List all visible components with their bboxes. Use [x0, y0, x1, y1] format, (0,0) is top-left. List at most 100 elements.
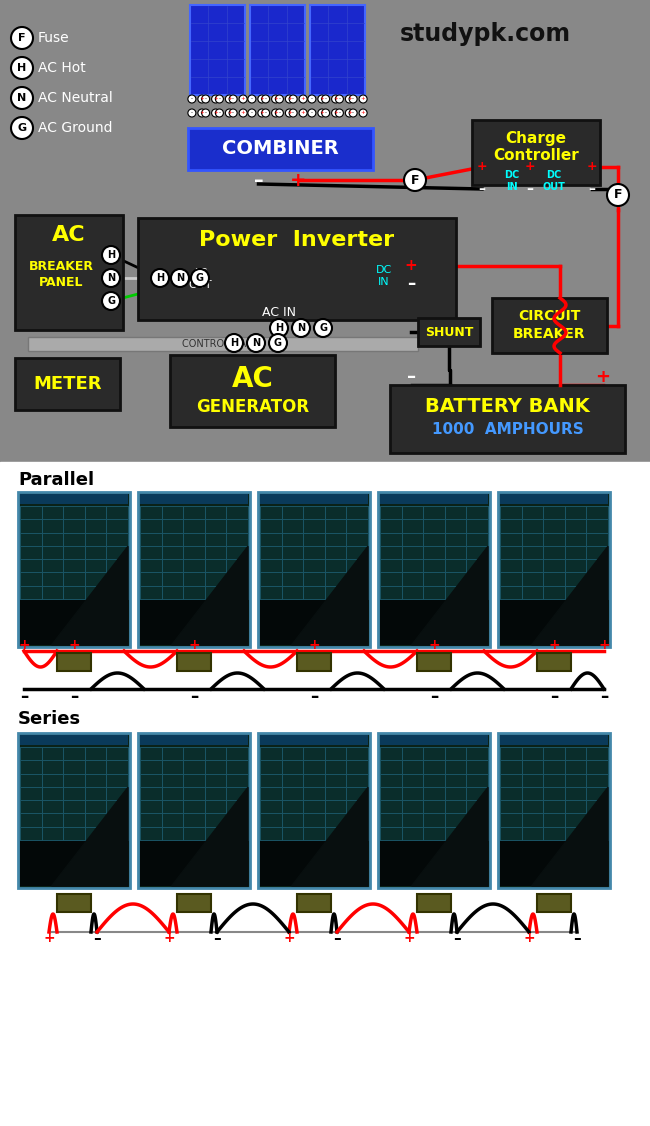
Text: Parallel: Parallel: [18, 471, 94, 489]
Text: +: +: [291, 170, 307, 189]
Circle shape: [102, 269, 120, 287]
Circle shape: [359, 109, 367, 117]
Text: Fuse: Fuse: [38, 32, 70, 45]
Circle shape: [212, 109, 220, 117]
Text: OUT: OUT: [543, 182, 566, 193]
Text: studypk.com: studypk.com: [400, 23, 571, 46]
Text: G: G: [196, 272, 204, 283]
Text: +: +: [200, 97, 204, 101]
Text: +: +: [287, 110, 292, 116]
Bar: [15, 215, 123, 330]
Circle shape: [202, 109, 209, 117]
Circle shape: [11, 27, 33, 50]
Bar: [140, 506, 248, 599]
Bar: [380, 840, 488, 886]
Circle shape: [272, 95, 280, 102]
Text: N: N: [297, 323, 305, 333]
Text: –: –: [310, 688, 318, 706]
Text: G: G: [319, 323, 327, 333]
Circle shape: [261, 95, 270, 102]
Bar: [380, 747, 488, 840]
Circle shape: [11, 57, 33, 79]
Circle shape: [322, 109, 330, 117]
Circle shape: [202, 95, 209, 102]
Text: AC: AC: [192, 268, 207, 278]
Circle shape: [335, 109, 343, 117]
Text: +: +: [361, 110, 365, 116]
Text: +: +: [301, 97, 305, 101]
Bar: [140, 599, 248, 645]
Circle shape: [11, 117, 33, 138]
Text: -: -: [311, 97, 313, 101]
Bar: [190, 5, 245, 95]
Text: CIRCUIT: CIRCUIT: [518, 309, 580, 323]
Text: +: +: [476, 161, 488, 173]
Text: +: +: [598, 638, 610, 652]
Text: +: +: [68, 638, 80, 652]
Bar: [18, 733, 130, 888]
Polygon shape: [51, 546, 128, 645]
Text: +: +: [227, 110, 232, 116]
Circle shape: [226, 109, 233, 117]
Circle shape: [318, 95, 326, 102]
Bar: [260, 735, 368, 745]
Text: +: +: [163, 931, 175, 945]
Bar: [297, 653, 331, 671]
Bar: [260, 747, 368, 840]
Text: F: F: [18, 33, 26, 43]
Text: AC: AC: [52, 225, 86, 245]
Bar: [18, 492, 130, 647]
Text: +: +: [283, 931, 295, 945]
Bar: [417, 894, 451, 912]
Text: +: +: [43, 931, 55, 945]
Text: +: +: [320, 97, 324, 101]
Circle shape: [345, 95, 354, 102]
Text: N: N: [176, 272, 184, 283]
Bar: [500, 599, 608, 645]
Text: -: -: [205, 110, 207, 116]
Bar: [500, 747, 608, 840]
Bar: [138, 733, 250, 888]
Circle shape: [215, 109, 224, 117]
Bar: [492, 298, 607, 352]
Bar: [418, 318, 480, 346]
Text: –: –: [550, 688, 558, 706]
Text: -: -: [352, 110, 354, 116]
Circle shape: [607, 184, 629, 206]
Bar: [537, 653, 571, 671]
Text: BREAKER: BREAKER: [29, 260, 94, 274]
Text: –: –: [526, 182, 534, 196]
Circle shape: [318, 109, 326, 117]
Bar: [310, 5, 365, 95]
Text: –: –: [213, 930, 221, 946]
Circle shape: [308, 95, 316, 102]
Circle shape: [11, 87, 33, 109]
Text: +: +: [301, 110, 305, 116]
Circle shape: [345, 109, 354, 117]
Text: +: +: [333, 97, 338, 101]
Text: IN: IN: [506, 182, 518, 193]
Text: -: -: [339, 110, 341, 116]
Text: -: -: [205, 97, 207, 101]
Bar: [260, 506, 368, 599]
Text: –: –: [600, 688, 608, 706]
Text: AC IN: AC IN: [262, 305, 296, 319]
Text: –: –: [408, 368, 417, 386]
Polygon shape: [172, 546, 248, 645]
Text: -: -: [265, 97, 266, 101]
Text: H: H: [230, 338, 238, 348]
Circle shape: [272, 109, 280, 117]
Circle shape: [212, 95, 220, 102]
Circle shape: [188, 109, 196, 117]
Text: -: -: [339, 97, 341, 101]
Bar: [500, 840, 608, 886]
Circle shape: [299, 95, 307, 102]
Text: +: +: [273, 110, 278, 116]
Circle shape: [248, 109, 256, 117]
Text: -: -: [324, 110, 326, 116]
Bar: [188, 128, 373, 170]
Circle shape: [247, 334, 265, 352]
Text: AC Ground: AC Ground: [38, 120, 112, 135]
Text: +: +: [523, 931, 535, 945]
Bar: [20, 494, 128, 504]
